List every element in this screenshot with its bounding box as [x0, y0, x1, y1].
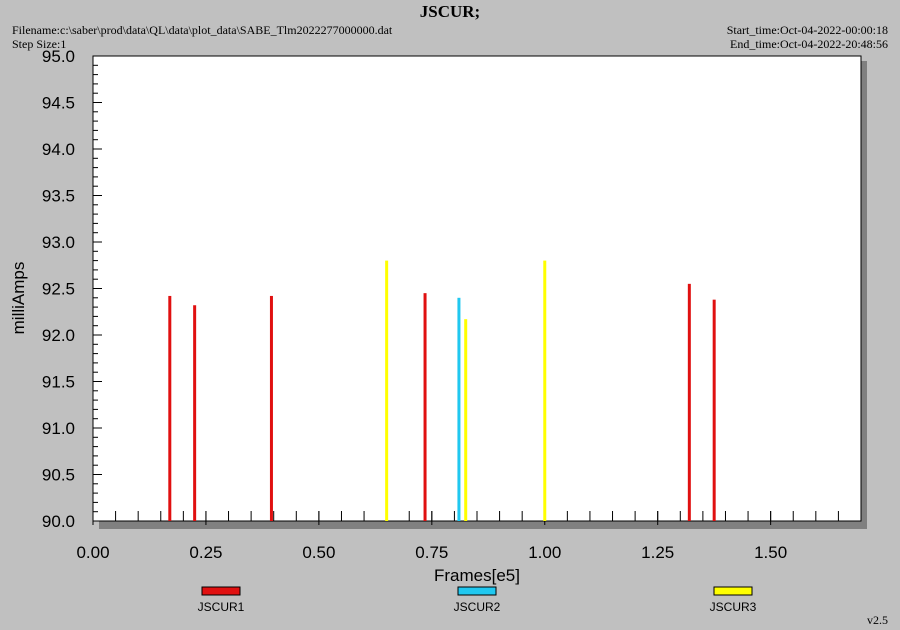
data-bars — [168, 260, 716, 521]
bar-jscur1 — [168, 295, 172, 521]
legend-label-jscur3: JSCUR3 — [710, 600, 757, 614]
bar-jscur1 — [712, 299, 716, 521]
bar-jscur3 — [464, 319, 468, 521]
bar-jscur1 — [687, 283, 691, 521]
bar-jscur1 — [269, 295, 273, 521]
end-time-label: End_time:Oct-04-2022-20:48:56 — [730, 37, 888, 51]
y-tick-label: 95.0 — [42, 47, 75, 66]
x-axis-label: Frames[e5] — [434, 566, 520, 585]
y-axis-label: milliAmps — [9, 262, 28, 335]
filename-label: Filename:c:\saber\prod\data\QL\data\plot… — [12, 23, 393, 37]
y-tick-label: 91.5 — [42, 373, 75, 392]
bar-jscur1 — [423, 293, 427, 521]
x-tick-label: 0.75 — [415, 543, 448, 562]
legend-label-jscur1: JSCUR1 — [198, 600, 245, 614]
y-tick-label: 94.0 — [42, 140, 75, 159]
x-tick-label: 0.25 — [189, 543, 222, 562]
bar-jscur3 — [543, 260, 547, 521]
y-tick-labels: 90.0 90.5 91.0 91.5 92.0 92.5 93.0 93.5 94.0 94.5… — [42, 47, 75, 531]
bar-jscur1 — [193, 305, 197, 521]
y-tick-label: 94.5 — [42, 94, 75, 113]
x-tick-label: 0.00 — [76, 543, 109, 562]
x-tick-labels: 0.00 0.25 0.50 0.75 1.00 1.25 1.50 — [76, 543, 787, 562]
legend-label-jscur2: JSCUR2 — [454, 600, 501, 614]
legend: JSCUR1 JSCUR2 JSCUR3 — [198, 586, 757, 614]
y-tick-label: 90.0 — [42, 512, 75, 531]
bar-jscur3 — [385, 260, 389, 521]
y-tick-label: 92.5 — [42, 280, 75, 299]
version-label: v2.5 — [867, 613, 888, 627]
x-tick-label: 1.25 — [641, 543, 674, 562]
plot-area — [92, 55, 862, 522]
x-tick-label: 1.00 — [528, 543, 561, 562]
legend-swatch-jscur2 — [457, 586, 497, 596]
legend-swatch-jscur1 — [201, 586, 241, 596]
y-tick-label: 91.0 — [42, 419, 75, 438]
y-tick-label: 90.5 — [42, 466, 75, 485]
chart-title: JSCUR; — [419, 2, 481, 21]
x-tick-label: 1.50 — [754, 543, 787, 562]
legend-swatch-jscur3 — [713, 586, 753, 596]
y-tick-label: 92.0 — [42, 326, 75, 345]
bar-jscur2 — [457, 297, 461, 521]
start-time-label: Start_time:Oct-04-2022-00:00:18 — [726, 23, 888, 37]
tick-marks — [92, 55, 839, 525]
step-size-label: Step Size:1 — [12, 37, 67, 51]
x-tick-label: 0.50 — [302, 543, 335, 562]
y-tick-label: 93.5 — [42, 187, 75, 206]
y-tick-label: 93.0 — [42, 233, 75, 252]
